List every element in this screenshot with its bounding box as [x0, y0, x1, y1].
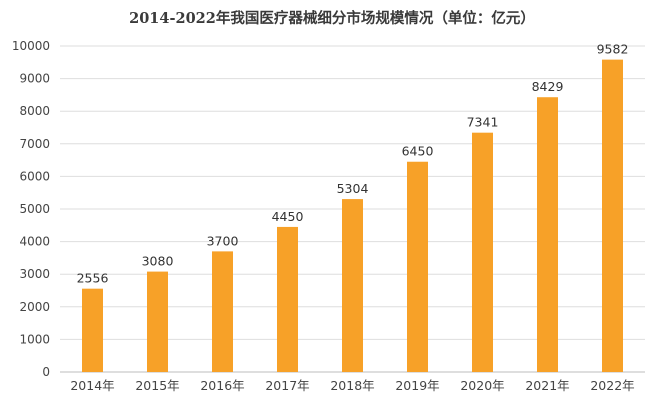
bar-value-label: 3080 — [142, 254, 174, 269]
y-tick-label: 9000 — [19, 72, 50, 86]
x-tick-label: 2020年 — [460, 378, 504, 393]
y-tick-labels: 0 1000 2000 3000 4000 5000 6000 7000 8000 9000 100… — [12, 39, 50, 379]
y-tick-label: 5000 — [19, 202, 50, 216]
y-tick-label: 2000 — [19, 300, 50, 314]
bar — [472, 132, 493, 372]
bar — [212, 251, 233, 372]
x-tick-label: 2017年 — [265, 378, 309, 393]
bar — [342, 199, 363, 372]
y-tick-label: 8000 — [19, 104, 50, 118]
bar-value-label: 6450 — [402, 144, 434, 159]
bars — [82, 59, 623, 372]
bar — [277, 226, 298, 372]
x-tick-label: 2015年 — [135, 378, 179, 393]
bar — [82, 288, 103, 372]
bar — [537, 97, 558, 372]
x-tick-label: 2021年 — [525, 378, 569, 393]
y-tick-label: 6000 — [19, 169, 50, 183]
x-tick-label: 2014年 — [70, 378, 114, 393]
bar — [147, 271, 168, 372]
bar — [602, 59, 623, 372]
y-tick-label: 4000 — [19, 235, 50, 249]
bar-value-label: 5304 — [337, 181, 369, 196]
bar — [407, 161, 428, 372]
x-tick-labels: 2014年 2015年 2016年 2017年 2018年 2019年 2020年 2021年… — [70, 378, 634, 393]
bar-value-label: 4450 — [272, 209, 304, 224]
y-tick-label: 7000 — [19, 137, 50, 151]
bar-value-label: 2556 — [77, 271, 109, 286]
y-tick-label: 1000 — [19, 332, 50, 346]
x-tick-label: 2019年 — [395, 378, 439, 393]
value-labels: 2556 3080 3700 4450 5304 6450 7341 8429 9582 — [77, 42, 629, 286]
bar-value-label: 7341 — [467, 115, 499, 130]
x-tick-label: 2016年 — [200, 378, 244, 393]
chart-title: 2014-2022年我国医疗器械细分市场规模情况（单位：亿元） — [129, 10, 535, 27]
bar-value-label: 8429 — [532, 79, 564, 94]
bar-value-label: 9582 — [597, 42, 629, 57]
x-tick-label: 2018年 — [330, 378, 374, 393]
bar-value-label: 3700 — [207, 233, 239, 248]
y-tick-label: 10000 — [12, 39, 50, 53]
y-tick-label: 0 — [42, 365, 50, 379]
y-tick-label: 3000 — [19, 267, 50, 281]
x-tick-label: 2022年 — [590, 378, 634, 393]
